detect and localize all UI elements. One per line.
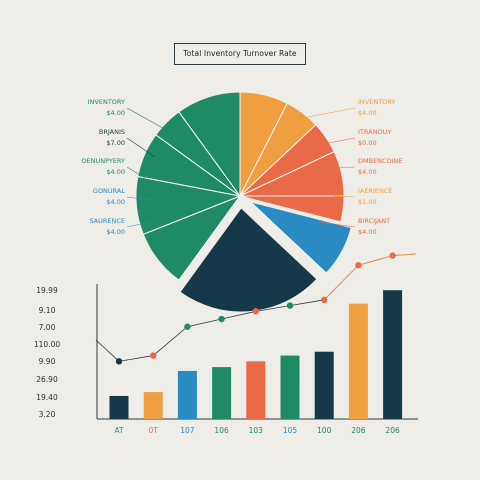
- pie-label-value: $4.00: [106, 168, 125, 176]
- x-tick-label: AT: [114, 426, 124, 435]
- bar: [280, 355, 300, 419]
- pie-label-value: $4.00: [358, 168, 377, 176]
- bar: [314, 351, 334, 419]
- pie-label-name: ITRANOUY: [358, 128, 391, 136]
- pie-leader-line: [126, 107, 171, 133]
- x-tick-label: 106: [214, 426, 229, 435]
- pie-leader-line: [126, 166, 146, 179]
- trend-point: [252, 308, 259, 315]
- x-tick-label: 103: [249, 426, 264, 435]
- pie-leader-line: [319, 221, 356, 228]
- y-tick-label: 9.90: [39, 357, 56, 366]
- pie-divider: [239, 124, 317, 197]
- pie-divider: [143, 195, 241, 235]
- trend-point: [321, 296, 328, 304]
- trend-point: [218, 315, 225, 323]
- pie-label-value: $4.00: [358, 228, 377, 236]
- pie-label-name: SAURENCE: [89, 217, 125, 225]
- pie-slice: [179, 207, 318, 313]
- y-tick-label: 9.10: [39, 306, 56, 315]
- pie-divider: [137, 176, 241, 197]
- x-tick-label: 206: [351, 426, 366, 435]
- y-tick-label: 19.99: [36, 286, 58, 295]
- chart-title: Total Inventory Turnover Rate: [174, 43, 306, 65]
- x-tick-label: 107: [180, 426, 195, 435]
- y-tick-label: 3.20: [39, 410, 56, 419]
- bar: [109, 395, 129, 419]
- pie-label-name: INVENTORY: [88, 98, 125, 106]
- pie-divider: [239, 103, 288, 197]
- trend-point: [184, 323, 191, 330]
- y-tick-label: 19.40: [36, 393, 58, 402]
- trend-point: [389, 252, 396, 259]
- y-tick-label: 26.90: [36, 375, 58, 384]
- pie-label-value: $4.00: [106, 198, 125, 206]
- trend-point: [355, 262, 362, 269]
- pie-labels: INVENTORY $4.00 BRJANIS $7.00 OENUNPYERY $4.0…: [81, 98, 402, 236]
- pie-label-name: OENUNPYERY: [81, 157, 125, 165]
- pie-label-value: $7.00: [106, 139, 125, 147]
- x-tick-label: 100: [317, 426, 332, 435]
- bar: [143, 392, 163, 419]
- pie-leader-line: [317, 137, 356, 146]
- pie-leader-line: [291, 107, 356, 121]
- y-tick-label: 110.00: [34, 340, 60, 349]
- pie-chart: [135, 91, 352, 313]
- trend-point: [115, 358, 123, 365]
- pie-label-name: IAERIENCE: [358, 187, 393, 195]
- bar: [246, 361, 266, 419]
- pie-slice: [250, 201, 352, 274]
- pie-leader-line: [329, 166, 356, 169]
- bar: [212, 367, 232, 419]
- pie-divider: [239, 151, 335, 197]
- pie-label-name: BIRCIJANT: [358, 217, 390, 225]
- pie-label-value: $4.00: [106, 228, 125, 236]
- pie-label-value: $1.00: [358, 198, 377, 206]
- x-tick-label: 105: [283, 426, 298, 435]
- trend-point: [150, 352, 157, 359]
- bar: [177, 370, 197, 419]
- trend-line-highlight: [323, 253, 417, 301]
- bar: [383, 290, 403, 419]
- pie-label-name: INVENTORY: [358, 98, 395, 106]
- pie-label-name: GONURAL: [93, 187, 125, 195]
- pie-leader-line: [332, 195, 356, 198]
- pie-leader-line: [126, 221, 151, 228]
- pie-divider: [155, 134, 241, 197]
- pie-leader-line: [126, 196, 151, 201]
- pie-label-name: BRJANIS: [99, 128, 125, 136]
- trend-point: [286, 302, 294, 309]
- bar-chart: 19.99 9.10 7.00 110.00 9.90 26.90 19.40 3.20 AT 0…: [34, 252, 418, 435]
- pie-label-name: DMBENCOINE: [358, 157, 403, 165]
- pie-label-value: $4.00: [358, 109, 377, 117]
- pie-divider: [178, 111, 241, 197]
- y-tick-label: 7.00: [39, 323, 56, 332]
- pie-label-value: $4.00: [106, 109, 125, 117]
- x-tick-label: 0T: [149, 426, 159, 435]
- pie-leader-line: [126, 137, 156, 158]
- pie-divider: [178, 195, 241, 281]
- x-tick-label: 206: [385, 426, 400, 435]
- bar: [348, 303, 368, 419]
- pie-label-value: $0.00: [358, 139, 377, 147]
